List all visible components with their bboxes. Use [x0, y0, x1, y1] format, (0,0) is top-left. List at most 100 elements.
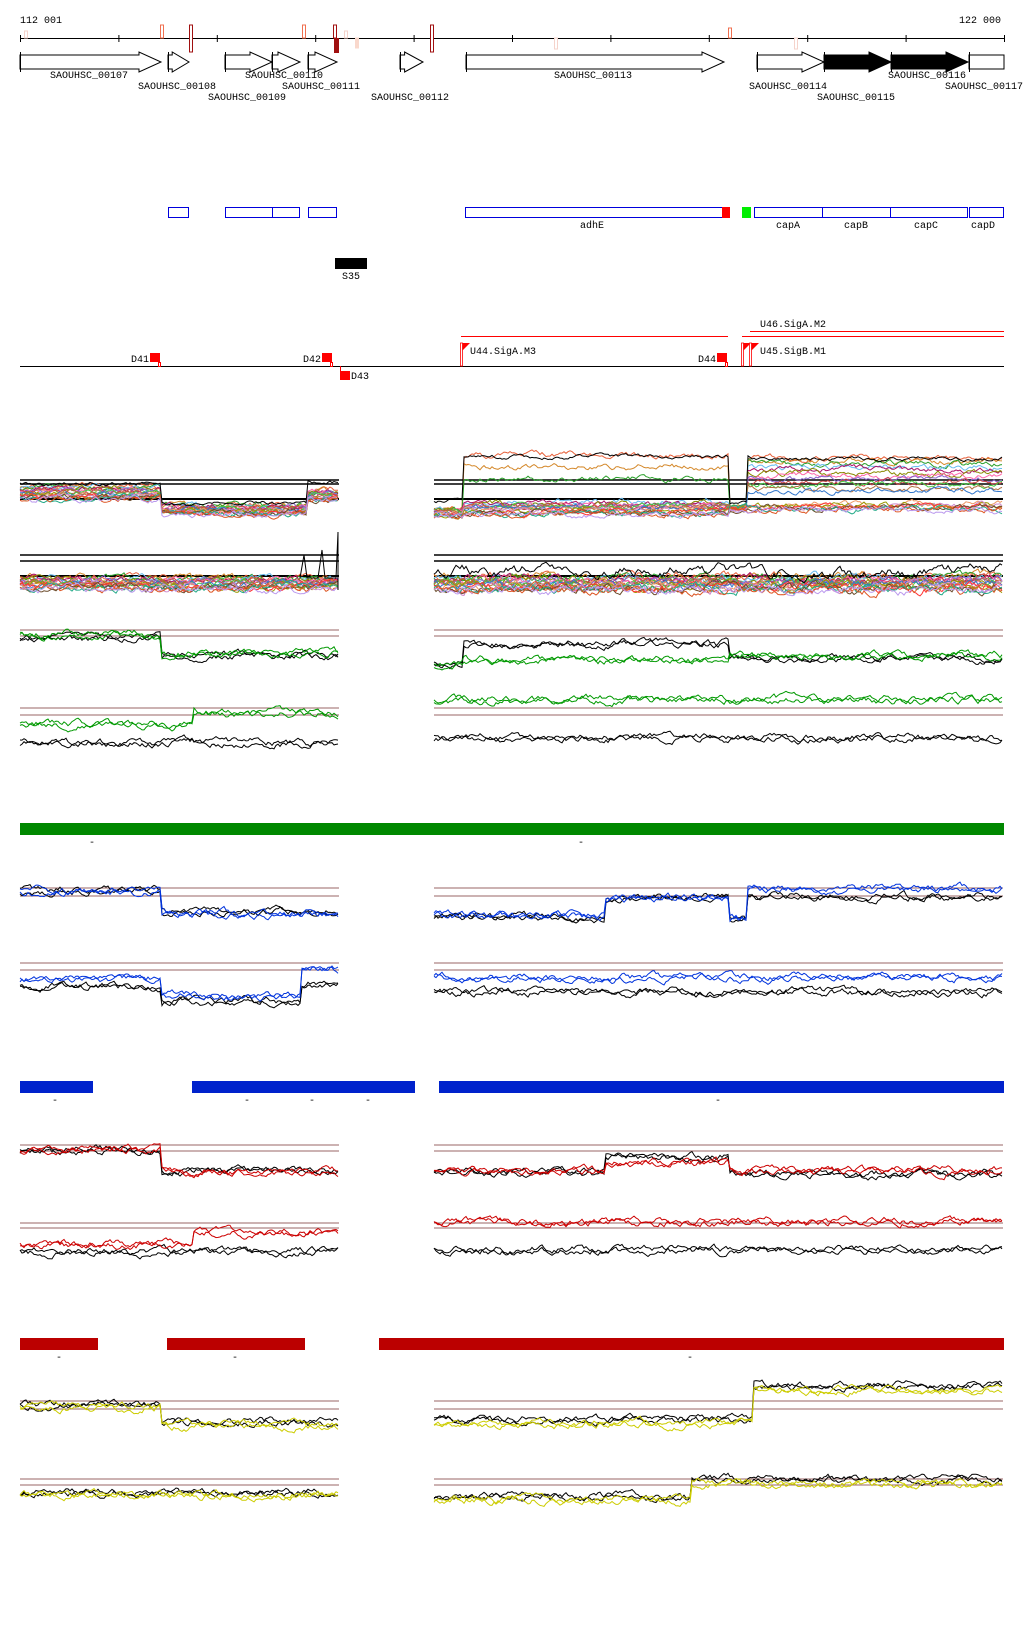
condition-bar-tick: -: [232, 1353, 238, 1364]
annotation-box[interactable]: [225, 207, 273, 218]
gene-arrow[interactable]: [756, 51, 826, 73]
expression-trace: [433, 881, 1003, 922]
condition-bar-tick: -: [52, 1096, 58, 1107]
condition-bar-segment[interactable]: [167, 1338, 305, 1350]
tu-label-d42: D42: [303, 355, 321, 366]
condition-bar-tick: -: [578, 838, 584, 849]
gene-arrow[interactable]: [271, 51, 302, 73]
position-marker[interactable]: [794, 37, 798, 50]
expression-trace: [19, 493, 339, 519]
gene-label: SAOUHSC_00113: [554, 71, 632, 82]
annotation-box-capC[interactable]: [890, 207, 968, 218]
gene-arrow[interactable]: [307, 51, 339, 73]
expression-trace: [433, 884, 1003, 923]
gene-arrow[interactable]: [890, 51, 970, 73]
position-marker[interactable]: [302, 24, 306, 39]
start-coordinate: 112 001: [20, 16, 62, 27]
position-marker[interactable]: [355, 37, 359, 49]
condition-bar-segment[interactable]: [439, 1081, 1004, 1093]
tu-flag-pole: [741, 342, 744, 367]
condition-bars: - - - - - - - - - -: [20, 823, 1004, 1364]
tu-label-d44: D44: [698, 355, 716, 366]
annotation-box-capA[interactable]: [754, 207, 823, 218]
annotation-box-adhE[interactable]: [465, 207, 723, 218]
tu-flag-downstream[interactable]: [150, 353, 160, 362]
expression-trace: [433, 1379, 1003, 1425]
expression-trace: [433, 984, 1003, 999]
gene-label: SAOUHSC_00107: [50, 71, 128, 82]
position-marker[interactable]: [189, 24, 193, 53]
expression-trace: [19, 582, 339, 594]
transcription-unit-track: D41 D42 D43 D44 U44.SigA.M3 U45.SigB.M1 …: [20, 319, 1004, 383]
gene-label: SAOUHSC_00116: [888, 71, 966, 82]
tu-flag-d43[interactable]: [340, 371, 350, 380]
tu-label-u46: U46.SigA.M2: [760, 319, 826, 331]
expression-trace: [19, 980, 339, 1008]
srna-s35[interactable]: [335, 258, 367, 269]
annotation-box[interactable]: [272, 207, 300, 218]
tu-label-d41: D41: [131, 355, 149, 366]
position-marker[interactable]: [344, 30, 348, 39]
position-marker[interactable]: [334, 38, 339, 53]
gene-track: SAOUHSC_00107SAOUHSC_00108SAOUHSC_00109S…: [19, 51, 1023, 104]
position-marker[interactable]: [160, 24, 164, 39]
gene-arrow[interactable]: [968, 54, 1005, 70]
condition-bar-segment[interactable]: [20, 1338, 98, 1350]
condition-bar-tick: -: [715, 1096, 721, 1107]
tu-flag-downstream[interactable]: [717, 353, 727, 362]
gene-arrow[interactable]: [399, 51, 425, 73]
gene-label: SAOUHSC_00110: [245, 71, 323, 82]
expression-trace: [433, 1384, 1003, 1432]
expression-trace: [19, 628, 339, 659]
annotation-box-capD[interactable]: [969, 207, 1004, 218]
gene-arrow[interactable]: [167, 51, 190, 73]
tu-flag-upstream[interactable]: [742, 343, 751, 352]
annotation-box[interactable]: [308, 207, 337, 218]
position-marker[interactable]: [24, 30, 28, 39]
expression-trace: [433, 971, 1003, 986]
expression-trace: [433, 690, 1003, 706]
expression-trace: [433, 456, 1003, 511]
expression-trace: [434, 1156, 1002, 1181]
gene-arrow[interactable]: [465, 51, 726, 73]
annotation-red-marker[interactable]: [722, 207, 730, 218]
expression-trace: [19, 1226, 339, 1251]
expression-trace: [433, 1244, 1003, 1258]
tu-flag-pole: [158, 362, 161, 367]
annotation-box[interactable]: [168, 207, 189, 218]
position-marker[interactable]: [728, 27, 732, 39]
expression-trace: [19, 1145, 339, 1177]
expression-trace: [19, 1402, 339, 1434]
annotation-box-capB[interactable]: [822, 207, 891, 218]
expression-trace: [19, 1246, 339, 1260]
condition-bar-segment[interactable]: [20, 1081, 93, 1093]
gene-arrow[interactable]: [823, 51, 893, 73]
condition-bar-tick: -: [89, 838, 95, 849]
annotation-label: capA: [776, 221, 800, 232]
gene-label: SAOUHSC_00108: [138, 82, 216, 93]
condition-bar-segment[interactable]: [192, 1081, 415, 1093]
annotation-green-marker[interactable]: [742, 207, 751, 218]
expression-trace: [433, 1243, 1003, 1256]
expression-trace: [19, 708, 339, 733]
gene-arrow[interactable]: [224, 51, 274, 73]
tu-flag-upstream[interactable]: [461, 343, 470, 352]
position-marker[interactable]: [554, 37, 558, 50]
position-marker[interactable]: [333, 24, 337, 39]
condition-bar-segment[interactable]: [379, 1338, 1004, 1350]
tu-flag-downstream[interactable]: [322, 353, 332, 362]
expression-trace: [433, 452, 1003, 505]
tu-flag-upstream[interactable]: [750, 343, 759, 352]
tu-flag-pole: [330, 362, 333, 367]
annotation-label: capD: [971, 221, 995, 232]
position-marker[interactable]: [430, 24, 434, 53]
expression-trace: [19, 1400, 339, 1431]
condition-bar-segment[interactable]: [20, 823, 1004, 835]
tu-flag-pole: [749, 342, 752, 367]
expression-trace: [433, 471, 1003, 514]
expression-trace: [433, 506, 1003, 519]
expression-trace: [19, 965, 339, 1001]
gene-arrow[interactable]: [19, 51, 163, 73]
expression-trace: [433, 482, 1003, 515]
expression-trace: [19, 582, 339, 595]
